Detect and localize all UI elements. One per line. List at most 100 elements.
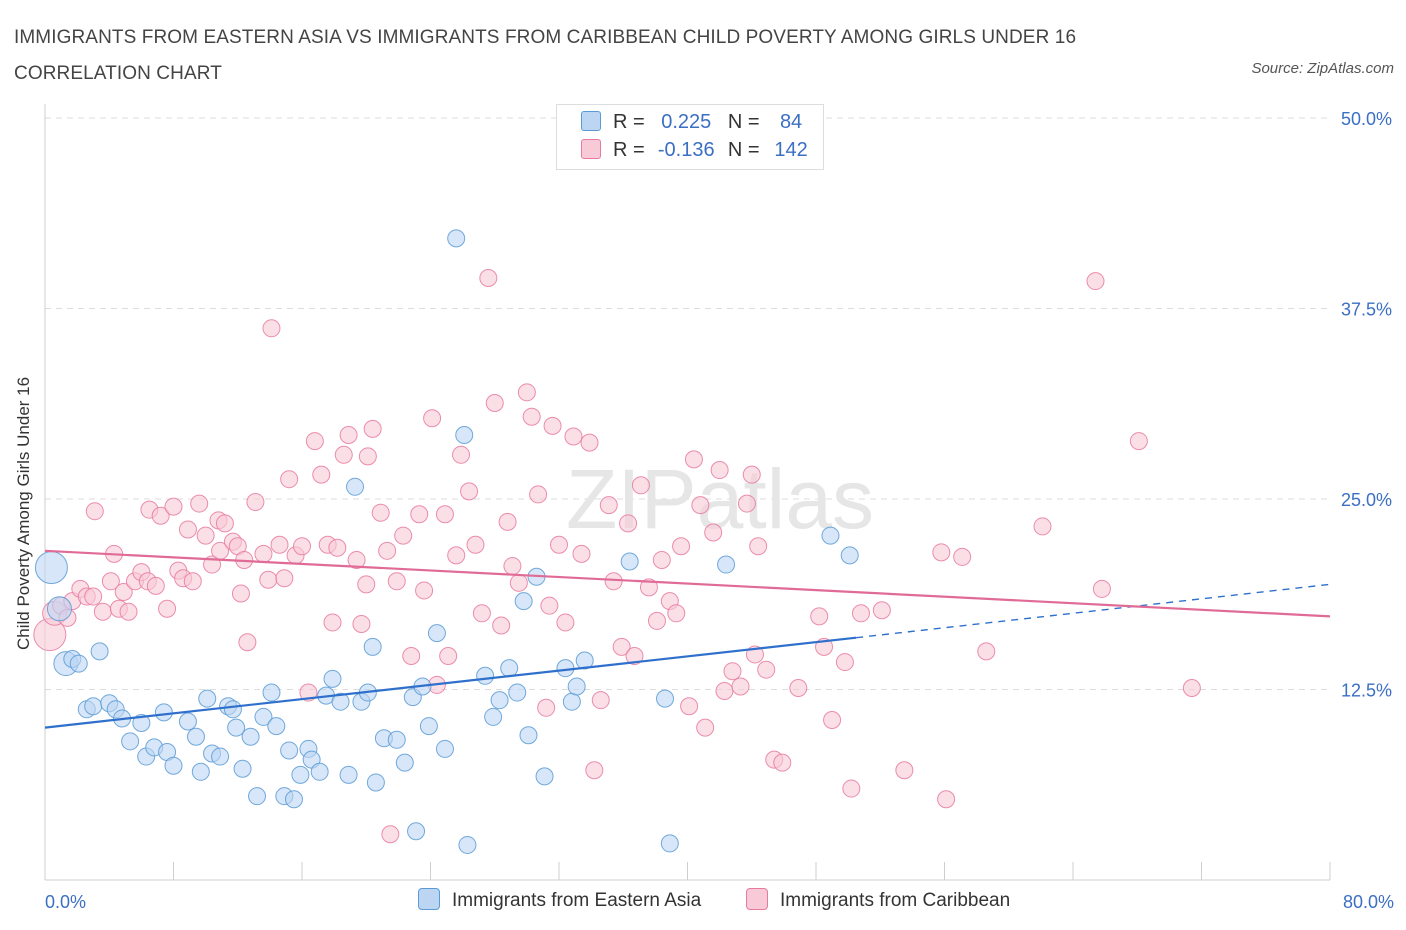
caribbean-point [723,662,742,681]
eastern-asia-point [490,691,509,710]
eastern-asia-point [407,822,426,841]
caribbean-point [85,502,104,521]
eastern-asia-point [395,753,414,772]
caribbean-point [851,604,870,623]
caribbean-point [612,637,631,656]
caribbean-point [625,646,644,665]
caribbean-point [299,683,318,702]
caribbean-point [556,613,575,632]
eastern-asia-point [233,759,252,778]
caribbean-point [178,520,197,539]
caribbean-point [183,572,202,591]
caribbean-point [293,537,311,556]
caribbean-point [479,269,498,288]
caribbean-point [357,575,376,594]
caribbean-point [254,544,273,563]
eastern-asia-point [387,730,406,749]
caribbean-point [550,535,568,554]
caribbean-point [810,607,829,626]
eastern-asia-point [191,762,210,781]
bottom-legend-label: Immigrants from Eastern Asia [452,890,702,911]
caribbean-point [215,514,234,533]
eastern-asia-point [323,669,342,688]
correlation-legend: R = 0.225 N = 84 R = -0.136 N = 142 [556,104,824,170]
legend-n-value: 84 [779,111,803,133]
caribbean-point [485,393,504,412]
caribbean-point [387,572,406,591]
legend-n-label: N = [727,111,760,133]
caribbean-point [585,761,604,780]
legend-n-label: N = [727,139,760,161]
caribbean-point [932,543,951,562]
caribbean-point [402,646,421,665]
caribbean-point [151,506,170,525]
legend-swatch-caribbean [581,139,601,159]
eastern-asia-point [427,624,446,643]
eastern-asia-point [46,596,72,622]
eastern-asia-point [840,546,859,565]
eastern-asia-point [262,683,281,702]
eastern-asia-point [656,689,675,708]
y-tick-label: 37.5% [1341,300,1392,320]
caribbean-point [835,653,854,672]
legend-n-value: 142 [774,139,808,161]
y-tick-label: 25.0% [1341,490,1392,510]
eastern-asia-point [363,637,382,656]
eastern-asia-point [562,692,581,711]
eastern-asia-point [90,642,109,661]
caribbean-point [619,514,638,533]
caribbean-point [672,537,691,556]
eastern-asia-point [419,717,438,736]
caribbean-point [415,581,434,600]
eastern-asia-point [476,666,495,685]
caribbean-point [537,698,556,717]
caribbean-point [447,546,466,565]
caribbean-point [540,596,559,615]
eastern-asia-point [620,552,639,571]
bottom-legend-swatch-eastern-asia [418,888,440,910]
eastern-asia-point [178,712,197,731]
caribbean-point [604,572,623,591]
bottom-legend-label: Immigrants from Caribbean [780,890,1011,911]
caribbean-point [394,526,413,545]
caribbean-point [631,476,650,495]
caribbean-point [564,427,583,446]
caribbean-point [529,485,548,504]
eastern-asia-point [186,727,205,746]
eastern-asia-point [164,756,183,775]
caribbean-point [270,535,289,554]
caribbean-point [599,496,618,515]
eastern-asia-point [154,703,173,722]
eastern-asia-point [508,683,527,702]
caribbean-point [328,538,347,557]
caribbean-point [580,433,599,452]
caribbean-point [410,505,429,524]
caribbean-point [164,497,183,516]
eastern-asia-point [254,707,273,726]
legend-r-label: R = [613,111,645,133]
caribbean-point [742,465,761,484]
bottom-legend-swatch-caribbean [746,888,768,910]
y-tick-label: 50.0% [1341,109,1392,129]
caribbean-point [280,470,299,489]
caribbean-point [262,319,281,338]
eastern-asia-point [535,767,554,786]
caribbean-point [93,602,112,621]
caribbean-point [435,505,454,524]
eastern-asia-point [339,765,358,784]
caribbean-point [460,482,479,501]
eastern-asia-point [331,692,350,711]
bottom-legend-eastern-asia: Immigrants from Eastern Asia [418,888,701,912]
x-tick-label-min: 0.0% [45,892,86,912]
caribbean-point [977,642,996,661]
caribbean-point [275,569,294,588]
eastern-asia-point [84,697,103,716]
caribbean-point [358,447,377,466]
eastern-asia-point [267,717,286,736]
caribbean-point [684,450,703,469]
caribbean-point [773,753,792,772]
caribbean-point [749,537,768,556]
caribbean-point [509,573,528,592]
caribbean-point [238,633,257,652]
eastern-asia-point [241,727,260,746]
